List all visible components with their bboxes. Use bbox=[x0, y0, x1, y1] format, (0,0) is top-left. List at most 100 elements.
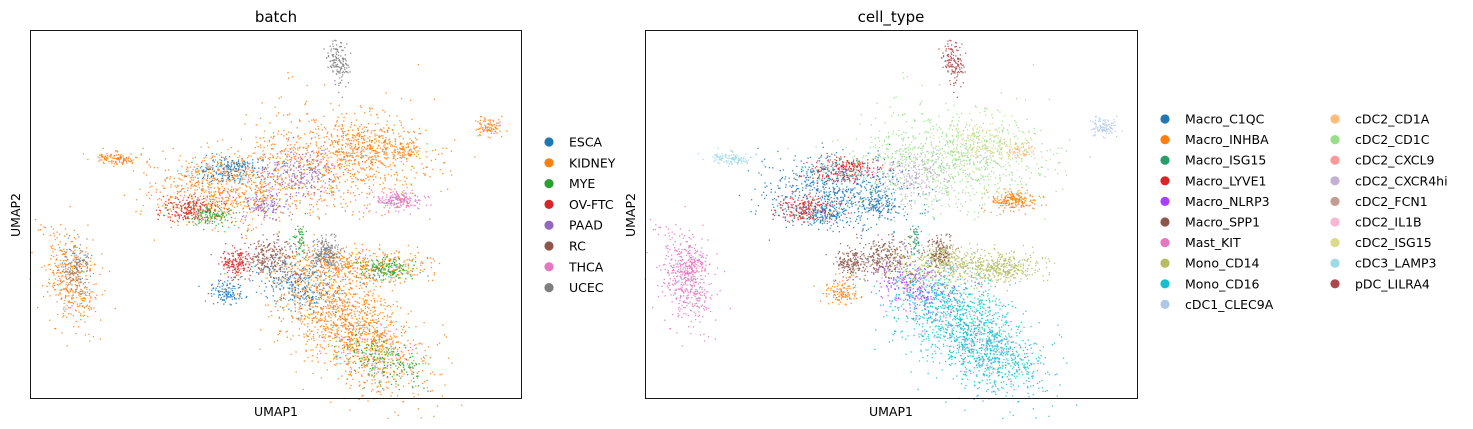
scatter-point bbox=[187, 187, 189, 189]
scatter-point bbox=[375, 259, 378, 261]
scatter-point bbox=[374, 341, 376, 343]
scatter-point bbox=[363, 259, 365, 261]
scatter-point bbox=[297, 318, 299, 320]
scatter-point bbox=[413, 377, 415, 379]
scatter-point bbox=[220, 164, 222, 166]
scatter-point bbox=[136, 199, 138, 201]
panel-batch: batch UMAP1 UMAP2 ESCAKIDNEYMYEOV-FTCPAA… bbox=[8, 8, 616, 419]
scatter-point bbox=[299, 283, 301, 285]
scatter-point bbox=[380, 333, 382, 335]
scatter-point bbox=[330, 301, 332, 303]
scatter-point bbox=[320, 317, 322, 320]
scatter-point bbox=[291, 272, 293, 274]
scatter-point bbox=[240, 175, 243, 177]
scatter-point bbox=[195, 185, 197, 187]
scatter-point bbox=[312, 150, 314, 152]
scatter-point bbox=[411, 259, 413, 261]
scatter-point bbox=[406, 160, 408, 162]
scatter-point bbox=[397, 414, 399, 417]
scatter-point bbox=[320, 319, 322, 321]
scatter-point bbox=[376, 134, 378, 136]
scatter-point bbox=[387, 355, 389, 357]
scatter-point bbox=[384, 174, 386, 176]
scatter-point bbox=[356, 325, 358, 327]
scatter-point bbox=[321, 309, 323, 311]
scatter-point bbox=[411, 142, 413, 145]
scatter-point bbox=[306, 300, 308, 302]
scatter-point bbox=[223, 231, 225, 233]
scatter-point bbox=[294, 264, 296, 266]
scatter-point bbox=[212, 155, 214, 157]
scatter-point bbox=[347, 373, 350, 376]
scatter-point bbox=[356, 340, 359, 343]
scatter-point bbox=[287, 169, 289, 171]
scatter-point bbox=[354, 242, 356, 245]
scatter-point bbox=[359, 337, 361, 339]
scatter-point bbox=[342, 132, 344, 134]
scatter-point bbox=[294, 281, 296, 283]
scatter-point bbox=[371, 150, 373, 152]
scatter-point bbox=[366, 338, 369, 340]
scatter-point bbox=[371, 348, 374, 350]
scatter-point bbox=[306, 113, 308, 115]
scatter-point bbox=[312, 334, 315, 336]
scatter-point bbox=[381, 258, 384, 260]
scatter-point bbox=[350, 338, 352, 340]
scatter-point bbox=[341, 289, 343, 292]
scatter-point bbox=[300, 176, 303, 178]
scatter-point bbox=[234, 165, 236, 167]
scatter-point bbox=[201, 170, 204, 172]
scatter-point bbox=[386, 319, 388, 321]
scatter-point bbox=[427, 275, 429, 277]
scatter-point bbox=[332, 152, 334, 155]
scatter-point bbox=[254, 188, 256, 190]
scatter-point bbox=[178, 177, 180, 179]
scatter-point bbox=[316, 188, 319, 191]
scatter-point bbox=[321, 295, 323, 297]
scatter-point bbox=[341, 309, 343, 311]
scatter-point bbox=[269, 197, 272, 199]
scatter-point bbox=[299, 275, 301, 277]
scatter-point bbox=[383, 361, 385, 363]
scatter-point bbox=[337, 176, 339, 179]
scatter-point bbox=[314, 284, 316, 286]
scatter-point bbox=[364, 277, 366, 279]
scatter-point bbox=[401, 355, 404, 357]
scatter-point bbox=[362, 310, 364, 312]
scatter-point bbox=[349, 169, 351, 172]
scatter-point bbox=[231, 160, 233, 162]
scatter-point bbox=[290, 181, 293, 183]
scatter-point bbox=[321, 129, 323, 131]
scatter-point bbox=[351, 309, 353, 311]
scatter-point bbox=[386, 375, 389, 378]
scatter-point bbox=[255, 124, 257, 126]
scatter-point bbox=[404, 358, 406, 360]
scatter-point bbox=[309, 276, 311, 278]
scatter-point bbox=[276, 181, 279, 184]
scatter-point bbox=[146, 160, 148, 162]
scatter-point bbox=[351, 178, 353, 180]
scatter-point bbox=[298, 161, 300, 163]
scatter-point bbox=[383, 255, 386, 257]
scatter-point bbox=[403, 373, 405, 375]
scatter-point bbox=[220, 161, 223, 164]
scatter-point bbox=[407, 273, 409, 275]
scatter-point bbox=[346, 261, 348, 263]
scatter-point bbox=[404, 281, 406, 283]
scatter-point bbox=[364, 268, 367, 270]
scatter-point bbox=[315, 172, 317, 174]
scatter-point bbox=[374, 310, 376, 312]
scatter-point bbox=[363, 265, 366, 267]
scatter-point bbox=[393, 348, 395, 351]
scatter-point bbox=[291, 286, 293, 288]
scatter-point bbox=[331, 244, 333, 246]
scatter-point bbox=[382, 135, 384, 137]
scatter-point bbox=[250, 178, 252, 180]
scatter-point bbox=[243, 171, 246, 173]
scatter-point bbox=[362, 136, 364, 138]
scatter-point bbox=[310, 338, 313, 340]
scatter-point bbox=[370, 300, 372, 302]
scatter-point bbox=[202, 188, 204, 190]
scatter-point bbox=[227, 196, 229, 199]
scatter-point bbox=[250, 189, 253, 191]
